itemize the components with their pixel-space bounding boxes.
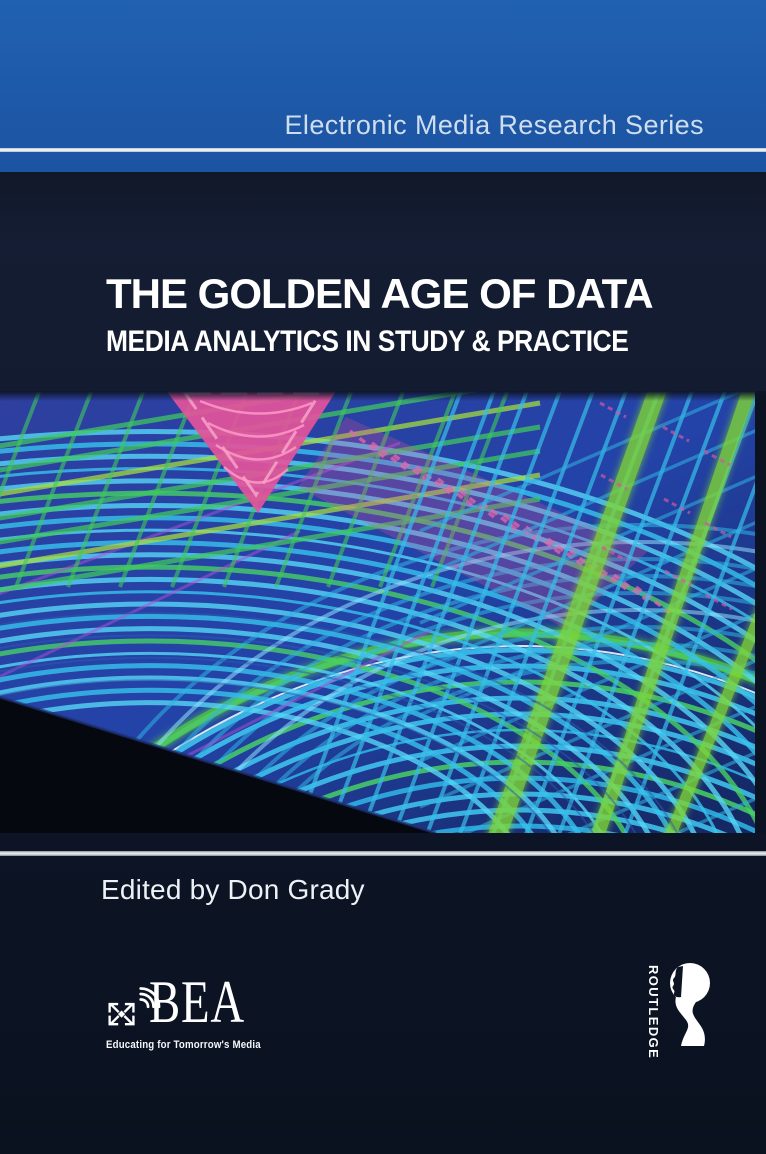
bea-wordmark: BEA (149, 969, 245, 1035)
title-section (0, 172, 766, 391)
book-subtitle: MEDIA ANALYTICS IN STUDY & PRACTICE (106, 325, 629, 358)
bea-tagline: Educating for Tomorrow's Media (106, 1039, 261, 1051)
routledge-logo: ROUTLEDGE (644, 962, 714, 1059)
bea-logo: BEA Educating for Tomorrow's Media (106, 962, 326, 1057)
cover-artwork (0, 391, 766, 833)
bottom-section (0, 833, 766, 1154)
light-trails-image (0, 391, 766, 833)
banner-divider-line (0, 148, 766, 152)
routledge-wordmark: ROUTLEDGE (646, 965, 661, 1060)
editor-credit: Edited by Don Grady (101, 874, 365, 905)
signal-arcs-icon (139, 987, 161, 1009)
series-banner: Electronic Media Research Series (0, 0, 766, 172)
bottom-divider-line (0, 851, 766, 856)
bea-compass-icon (108, 987, 161, 1026)
routledge-r-icon (670, 963, 710, 1046)
book-title: THE GOLDEN AGE OF DATA (106, 270, 654, 317)
series-title: Electronic Media Research Series (284, 110, 704, 140)
